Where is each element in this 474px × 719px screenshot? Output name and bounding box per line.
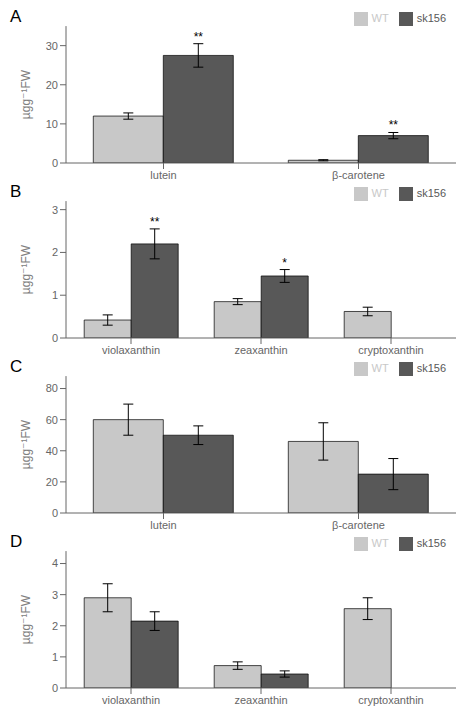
svg-text:30: 30 (46, 40, 58, 52)
svg-text:µgg⁻¹FW: µgg⁻¹FW (19, 69, 33, 119)
html-text:D: D (10, 532, 23, 551)
svg-text:20: 20 (46, 79, 58, 91)
svg-text:0: 0 (52, 507, 58, 519)
html-text:sk156: sk156 (416, 362, 446, 374)
svg-text:zeaxanthin: zeaxanthin (234, 694, 287, 706)
html-text:WT: WT (371, 362, 389, 374)
svg-text:µgg⁻¹FW: µgg⁻¹FW (19, 594, 33, 644)
svg-text:10: 10 (46, 118, 58, 130)
svg-text:0: 0 (52, 332, 58, 344)
svg-text:1: 1 (52, 651, 58, 663)
svg-text:lutein: lutein (150, 169, 176, 181)
svg-text:0: 0 (52, 157, 58, 169)
html-text:A: A (10, 7, 22, 26)
svg-text:2: 2 (52, 620, 58, 632)
svg-text:cryptoxanthin: cryptoxanthin (358, 694, 423, 706)
svg-text:zeaxanthin: zeaxanthin (234, 344, 287, 356)
svg-text:4: 4 (52, 557, 58, 569)
html-text:B: B (10, 182, 22, 201)
svg-text:µgg⁻¹FW: µgg⁻¹FW (19, 419, 33, 469)
svg-text:violaxanthin: violaxanthin (102, 344, 160, 356)
html-text:sk156: sk156 (416, 537, 446, 549)
svg-text:20: 20 (46, 476, 58, 488)
svg-text:3: 3 (52, 204, 58, 216)
svg-text:3: 3 (52, 589, 58, 601)
svg-text:80: 80 (46, 382, 58, 394)
svg-text:**: ** (389, 118, 399, 132)
svg-text:lutein: lutein (150, 519, 176, 531)
svg-text:0: 0 (52, 682, 58, 694)
svg-text:β-carotene: β-carotene (332, 169, 385, 181)
html-text:sk156: sk156 (416, 187, 446, 199)
svg-text:**: ** (194, 30, 204, 44)
html-text:WT: WT (371, 12, 389, 24)
svg-text:*: * (282, 256, 287, 270)
html-text:sk156: sk156 (416, 12, 446, 24)
svg-text:violaxanthin: violaxanthin (102, 694, 160, 706)
svg-text:cryptoxanthin: cryptoxanthin (358, 344, 423, 356)
svg-text:2: 2 (52, 246, 58, 258)
html-text:C: C (10, 357, 23, 376)
svg-text:1: 1 (52, 289, 58, 301)
svg-text:60: 60 (46, 414, 58, 426)
svg-text:40: 40 (46, 445, 58, 457)
svg-text:µgg⁻¹FW: µgg⁻¹FW (19, 244, 33, 294)
html-text:WT: WT (371, 187, 389, 199)
html-text:WT: WT (371, 537, 389, 549)
svg-text:**: ** (150, 215, 160, 229)
svg-text:β-carotene: β-carotene (332, 519, 385, 531)
